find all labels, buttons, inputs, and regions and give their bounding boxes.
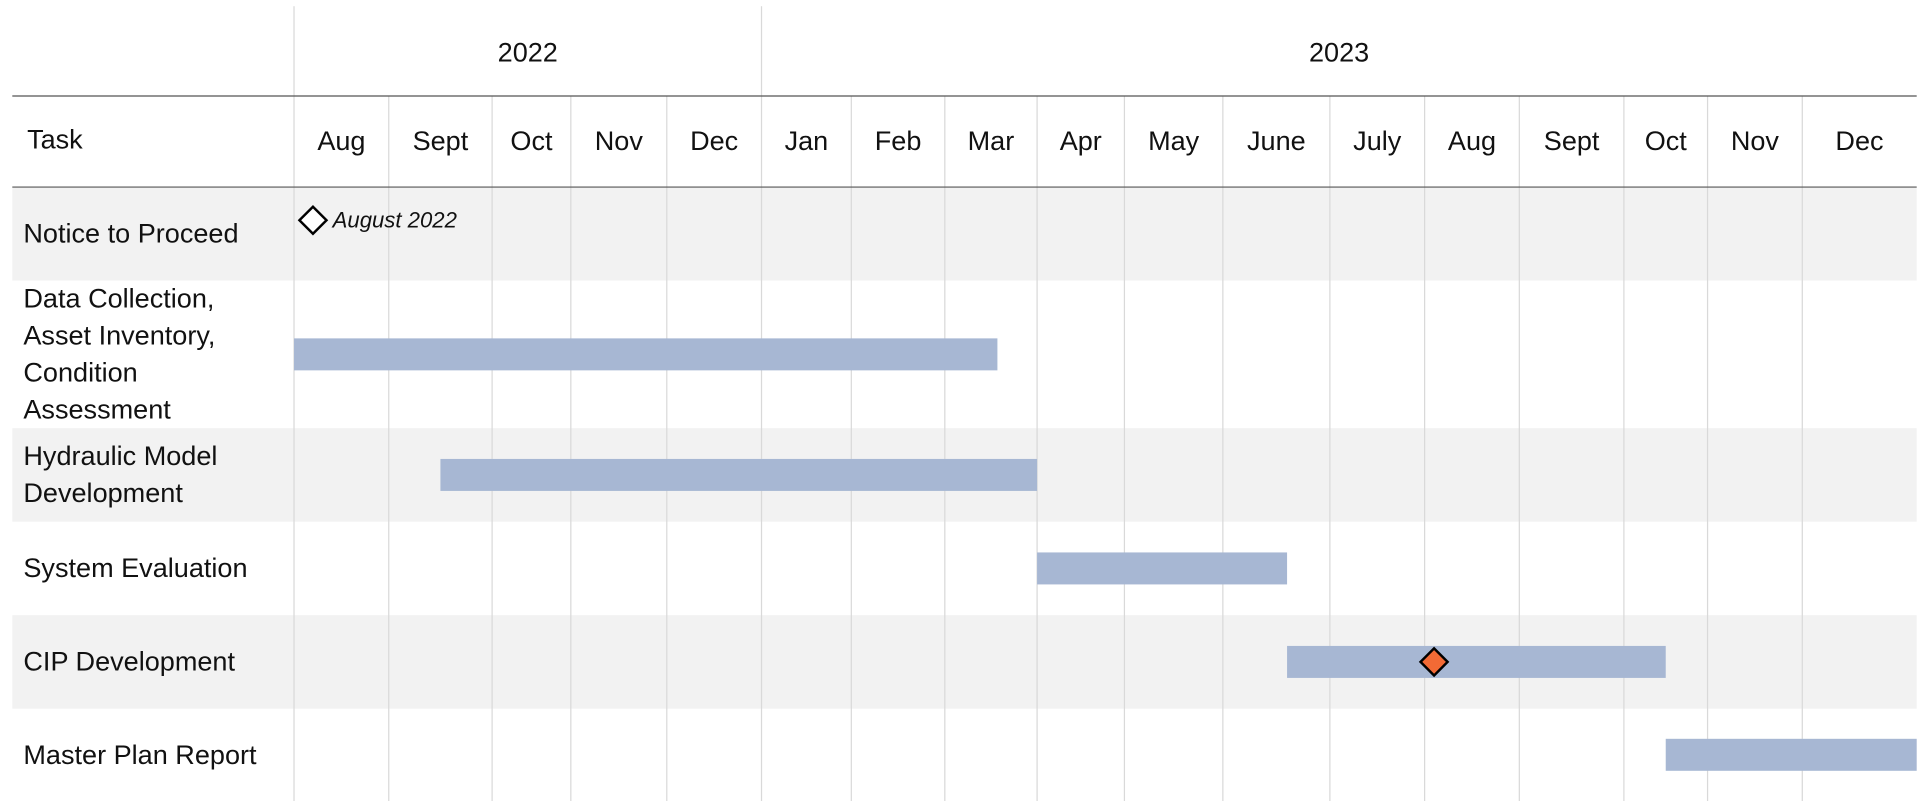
- row-background: [12, 187, 1917, 281]
- month-label: Sept: [1544, 126, 1600, 156]
- header-label: Task: [27, 125, 83, 155]
- month-label: Mar: [968, 126, 1015, 156]
- milestone: [297, 204, 329, 236]
- task-bar: [1037, 552, 1288, 585]
- month-label: Nov: [595, 126, 644, 156]
- month-label: Sept: [413, 126, 469, 156]
- month-label: June: [1247, 126, 1306, 156]
- month-label: May: [1148, 126, 1200, 156]
- month-label: Dec: [1835, 126, 1883, 156]
- month-label: Nov: [1731, 126, 1780, 156]
- task-label-box: CIP Development: [23, 645, 235, 677]
- task-bar: [1287, 645, 1666, 678]
- month-label: Oct: [510, 126, 553, 156]
- month-label: Oct: [1645, 126, 1688, 156]
- task-label: Data Collection, Asset Inventory, Condit…: [23, 283, 216, 425]
- month-label: Aug: [1448, 126, 1496, 156]
- task-label-box: Hydraulic Model Development: [23, 440, 218, 509]
- month-label: July: [1353, 126, 1402, 156]
- month-label: Aug: [317, 126, 365, 156]
- month-label: Apr: [1060, 126, 1102, 156]
- task-label-box: Notice to Proceed: [23, 217, 239, 249]
- year-label: 2023: [1309, 37, 1369, 67]
- month-label: Jan: [785, 126, 829, 156]
- task-label-box: System Evaluation: [23, 552, 248, 584]
- milestone: [1418, 646, 1450, 678]
- row-backgrounds: [12, 187, 1917, 709]
- task-label-box: Master Plan Report: [23, 738, 257, 770]
- task-label-box: Data Collection, Asset Inventory, Condit…: [23, 283, 216, 425]
- task-label: System Evaluation: [23, 552, 248, 584]
- task-label: Master Plan Report: [23, 738, 257, 770]
- month-label: Feb: [875, 126, 922, 156]
- task-bar: [440, 458, 1038, 491]
- task-label: CIP Development: [23, 645, 235, 677]
- year-label: 2022: [498, 37, 558, 67]
- task-label: Hydraulic Model Development: [23, 440, 218, 509]
- task-bar: [1665, 738, 1917, 771]
- month-label: Dec: [690, 126, 738, 156]
- milestone-label: August 2022: [331, 207, 457, 232]
- task-label: Notice to Proceed: [23, 217, 239, 249]
- task-bar: [294, 338, 998, 371]
